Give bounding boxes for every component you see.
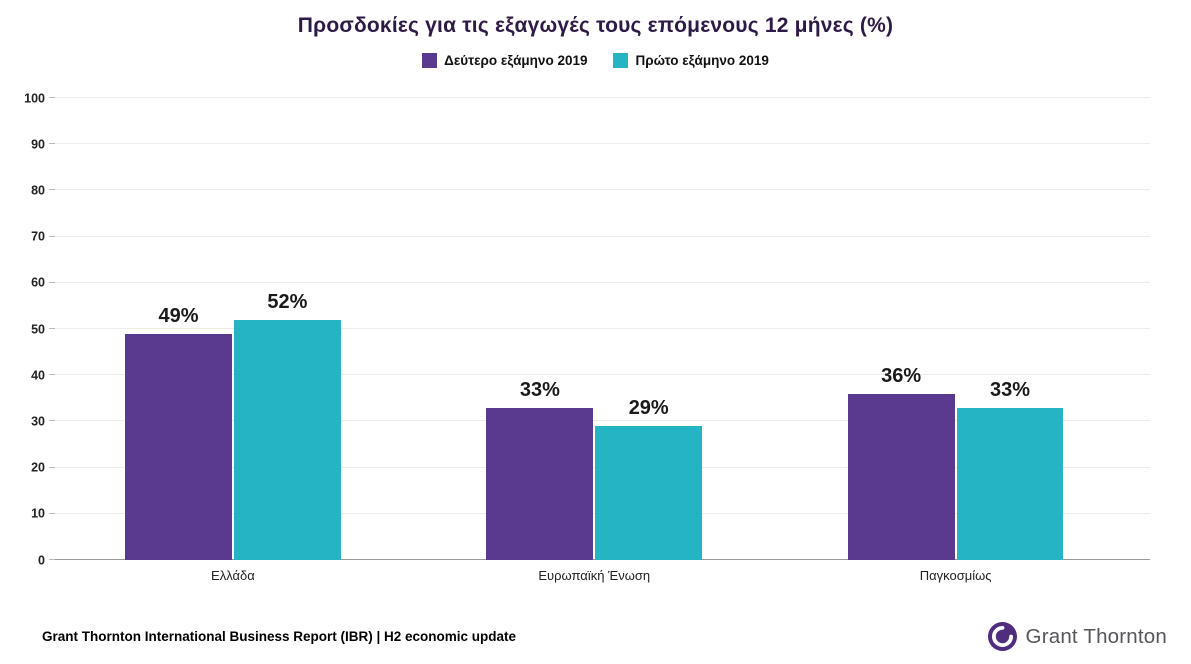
gt-logo: Grant Thornton [987,622,1167,651]
bar: 52% [233,291,341,560]
gridline [49,143,1150,145]
y-axis-label: 40 [31,367,45,382]
gt-logo-text: Grant Thornton [1025,624,1167,648]
y-axis-label: 50 [31,321,45,336]
legend-swatch [613,53,629,68]
y-axis-label: 30 [31,414,45,429]
axis-tick [49,281,55,283]
gridline [49,97,1150,98]
legend-item-label: Πρώτο εξάμηνο 2019 [635,53,769,68]
bar-slot: 49% [125,98,232,560]
axis-tick [49,143,55,145]
bar-group: 33% 29% Ευρωπαϊκή Ένωση [486,98,703,583]
bar-group: 36% 33% Παγκοσμίως [847,98,1064,583]
bar-value-label: 33% [519,378,560,401]
axis-tick [49,235,55,237]
legend-item: Πρώτο εξάμηνο 2019 [613,53,769,68]
axis-tick [49,97,55,98]
axis-tick [49,466,55,468]
gridline [49,235,1150,237]
y-axis-label: 70 [31,229,45,244]
bar-value-label: 52% [267,290,308,313]
axis-tick [49,328,55,329]
axis-tick [49,512,55,514]
bar-group: 49% 52% Ελλάδα [125,98,341,583]
category-label: Ελλάδα [211,568,255,583]
legend-item-label: Δεύτερο εξάμηνο 2019 [444,53,588,68]
y-axis-label: 80 [31,183,45,198]
bar-value-label: 33% [990,378,1031,401]
category-label: Παγκοσμίως [919,568,992,583]
bar-slot: 52% [233,98,341,560]
bar-value-label: 29% [628,397,669,420]
axis-tick [49,559,55,560]
gridline [49,420,1150,422]
legend-swatch [422,53,438,68]
y-axis-label: 60 [31,275,45,290]
bar-slot: 29% [595,98,703,560]
axis-tick [49,374,55,376]
footer-note: Grant Thornton International Business Re… [42,629,517,644]
chart-title: Προσδοκίες για τις εξαγωγές τους επόμενο… [297,14,894,37]
bar: 49% [125,305,232,560]
gridline [49,374,1150,376]
plot-area: 0 10 20 30 40 50 60 70 80 90 100 49% 52% Ελλάδα 33% 29%… [24,92,1150,583]
axis-tick [49,189,55,191]
legend-item: Δεύτερο εξάμηνο 2019 [422,53,587,68]
footer-row: Grant Thornton International Business Re… [0,622,1191,651]
bar-slot: 33% [486,98,594,560]
axis-tick [49,420,55,422]
gridline [49,281,1150,283]
y-axis-label: 20 [31,460,45,475]
y-axis-label: 0 [38,552,45,567]
bar-slot: 33% [956,98,1064,560]
category-label: Ευρωπαϊκή Ένωση [538,568,651,583]
bar-value-label: 36% [881,364,922,387]
y-axis-label: 10 [31,506,45,521]
bar-value-label: 49% [158,304,199,327]
gridline [49,328,1150,329]
bar-slot: 36% [847,98,955,560]
y-axis-label: 100 [24,90,45,105]
bar: 33% [956,379,1064,560]
chart: 0 10 20 30 40 50 60 70 80 90 100 49% 52% Ελλάδα 33% 29%… [24,92,1150,583]
gridline [49,189,1150,191]
bar: 33% [486,379,594,560]
legend: Δεύτερο εξάμηνο 2019 Πρώτο εξάμηνο 2019 [0,53,1191,68]
y-axis-label: 90 [31,136,45,151]
bar: 29% [595,397,703,560]
gt-logo-icon [987,622,1017,651]
bar: 36% [847,365,955,560]
